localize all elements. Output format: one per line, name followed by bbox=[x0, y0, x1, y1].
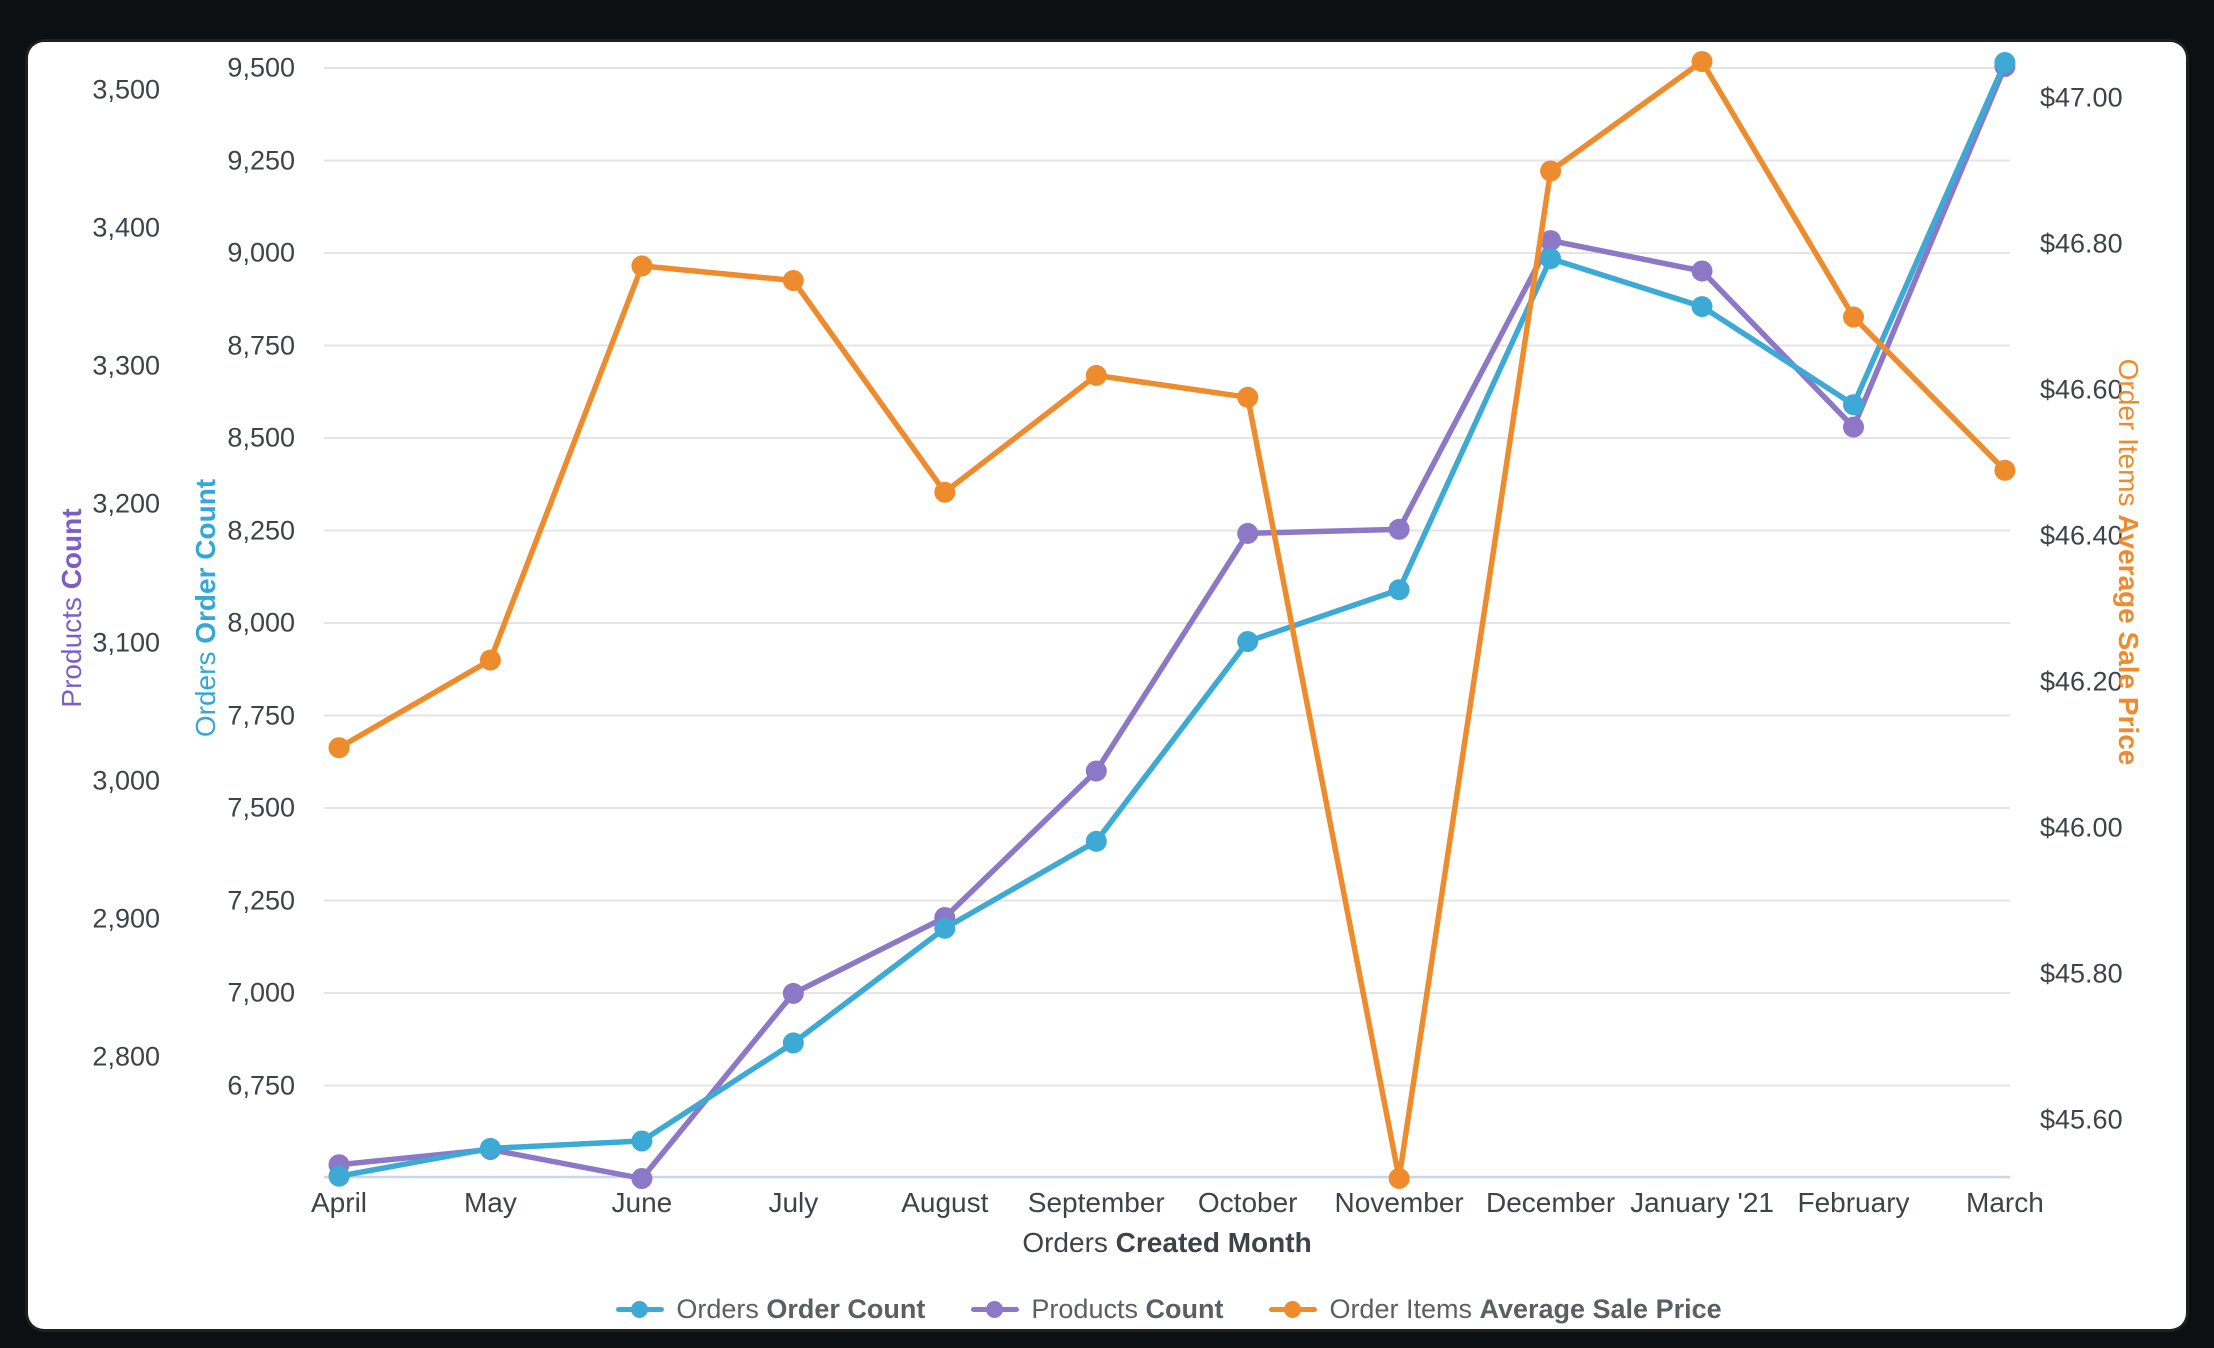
legend-label: Order Items Average Sale Price bbox=[1329, 1294, 1722, 1324]
order-items-average-sale-price-point-february[interactable] bbox=[1843, 306, 1864, 328]
x-axis-title: Orders Created Month bbox=[1022, 1227, 1312, 1258]
orders-order-count-point-april[interactable] bbox=[328, 1165, 350, 1187]
orders-order-count-point-december[interactable] bbox=[1540, 248, 1562, 270]
orders-order-count-axis-tick: 9,000 bbox=[227, 237, 295, 268]
y-axis-title-orders-order-count: Orders Order Count bbox=[190, 478, 221, 738]
x-axis-label-february: February bbox=[1797, 1187, 1910, 1218]
products-count-axis-tick: 2,900 bbox=[92, 903, 160, 934]
orders-order-count-point-january-21[interactable] bbox=[1691, 296, 1713, 318]
order-items-average-sale-price-point-december[interactable] bbox=[1540, 160, 1562, 182]
orders-order-count-axis-tick: 8,750 bbox=[227, 330, 295, 360]
average-sale-price-axis-tick: $46.40 bbox=[2040, 520, 2123, 551]
legend-item-products-count[interactable]: Products Count bbox=[971, 1294, 1223, 1325]
x-axis-label-october: October bbox=[1197, 1187, 1298, 1218]
products-count-point-november[interactable] bbox=[1388, 518, 1410, 540]
x-axis-label-june: June bbox=[611, 1187, 673, 1218]
orders-order-count-point-may[interactable] bbox=[479, 1137, 501, 1159]
chart-card bbox=[28, 42, 2186, 1329]
x-axis-label-september: September bbox=[1027, 1187, 1165, 1218]
order-items-average-sale-price-point-july[interactable] bbox=[782, 270, 804, 291]
average-sale-price-axis-tick: $46.20 bbox=[2040, 666, 2123, 697]
products-count-legend-marker-icon bbox=[971, 1301, 1020, 1319]
x-axis-label-july: July bbox=[768, 1187, 819, 1218]
orders-order-count-axis-tick: 7,500 bbox=[227, 792, 295, 823]
x-axis-label-december: December bbox=[1486, 1187, 1616, 1218]
orders-order-count-axis-tick: 9,500 bbox=[227, 52, 295, 83]
orders-order-count-axis-tick: 6,750 bbox=[227, 1070, 295, 1100]
order-items-average-sale-price-point-may[interactable] bbox=[479, 649, 501, 671]
order-items-average-sale-price-point-september[interactable] bbox=[1085, 364, 1107, 386]
orders-order-count-axis-tick: 8,000 bbox=[227, 607, 295, 638]
average-sale-price-axis-tick: $47.00 bbox=[2040, 82, 2123, 113]
orders-order-count-point-august[interactable] bbox=[934, 917, 956, 939]
average-sale-price-axis-tick: $45.80 bbox=[2040, 958, 2123, 989]
orders-order-count-axis-tick: 9,250 bbox=[227, 145, 295, 175]
orders-order-count-point-october[interactable] bbox=[1237, 631, 1259, 652]
average-sale-price-axis-tick: $45.60 bbox=[2040, 1104, 2123, 1135]
products-count-point-october[interactable] bbox=[1237, 522, 1259, 544]
products-count-axis-tick: 3,100 bbox=[92, 627, 160, 658]
legend-item-orders-order-count[interactable]: Orders Order Count bbox=[616, 1294, 925, 1325]
order-items-average-sale-price-point-june[interactable] bbox=[631, 255, 653, 277]
orders-order-count-point-november[interactable] bbox=[1388, 579, 1410, 601]
products-count-point-december[interactable] bbox=[1540, 230, 1562, 252]
order-items-average-sale-price-point-march[interactable] bbox=[1994, 459, 2016, 481]
legend-label: Orders Order Count bbox=[676, 1294, 926, 1324]
legend-item-order-items-average-sale-price[interactable]: Order Items Average Sale Price bbox=[1269, 1294, 1722, 1325]
products-count-axis-tick: 3,300 bbox=[92, 350, 160, 381]
products-count-point-september[interactable] bbox=[1085, 760, 1107, 782]
products-count-axis-tick: 3,000 bbox=[92, 765, 160, 796]
orders-order-count-line bbox=[336, 59, 2008, 1179]
x-axis-label-may: May bbox=[463, 1187, 517, 1218]
order-items-average-sale-price-point-november[interactable] bbox=[1388, 1167, 1410, 1189]
x-axis-label-april: April bbox=[310, 1187, 368, 1218]
order-items-average-sale-price-point-january-21[interactable] bbox=[1691, 51, 1713, 72]
x-axis-label-march: March bbox=[1966, 1187, 2044, 1218]
order-items-average-sale-price-legend-marker-icon bbox=[1269, 1301, 1318, 1319]
x-axis-label-november: November bbox=[1334, 1187, 1464, 1218]
products-count-line bbox=[336, 63, 2008, 1182]
orders-order-count-axis-tick: 8,250 bbox=[227, 515, 295, 545]
orders-order-count-axis-tick: 7,000 bbox=[227, 977, 295, 1008]
orders-order-count-axis-tick: 7,750 bbox=[227, 700, 295, 730]
legend-label: Products Count bbox=[1031, 1294, 1224, 1324]
orders-order-count-point-february[interactable] bbox=[1843, 394, 1864, 416]
average-sale-price-axis-tick: $46.80 bbox=[2040, 228, 2123, 259]
y-axis-title-products-count: Products Count bbox=[56, 508, 87, 708]
y-axis-title-average-sale-price: Order Items Average Sale Price bbox=[2113, 358, 2144, 766]
orders-order-count-point-july[interactable] bbox=[782, 1032, 804, 1054]
orders-order-count-legend-marker-icon bbox=[616, 1301, 665, 1319]
products-count-point-february[interactable] bbox=[1843, 416, 1864, 438]
products-count-point-june[interactable] bbox=[631, 1168, 653, 1189]
legend: Orders Order Count Products Count Order It… bbox=[0, 1294, 2214, 1325]
x-axis-label-january-21: January '21 bbox=[1630, 1187, 1774, 1218]
orders-order-count-point-june[interactable] bbox=[631, 1130, 653, 1152]
orders-order-count-point-march[interactable] bbox=[1994, 52, 2016, 73]
order-items-average-sale-price-point-august[interactable] bbox=[934, 481, 956, 503]
x-axis-label-august: August bbox=[901, 1187, 989, 1218]
products-count-point-january-21[interactable] bbox=[1691, 260, 1713, 282]
order-items-average-sale-price-line bbox=[336, 58, 2008, 1182]
products-count-point-july[interactable] bbox=[782, 982, 804, 1004]
products-count-axis-tick: 2,800 bbox=[92, 1041, 160, 1072]
order-items-average-sale-price-point-october[interactable] bbox=[1237, 386, 1259, 408]
products-count-axis-tick: 3,200 bbox=[92, 488, 160, 519]
products-count-axis-tick: 3,400 bbox=[92, 212, 160, 243]
average-sale-price-axis-tick: $46.60 bbox=[2040, 374, 2123, 405]
products-count-axis-tick: 3,500 bbox=[92, 74, 160, 105]
orders-order-count-axis-tick: 8,500 bbox=[227, 422, 295, 453]
order-items-average-sale-price-point-april[interactable] bbox=[328, 737, 350, 759]
orders-order-count-axis-tick: 7,250 bbox=[227, 885, 295, 915]
average-sale-price-axis-tick: $46.00 bbox=[2040, 812, 2123, 843]
orders-order-count-point-september[interactable] bbox=[1085, 830, 1107, 852]
